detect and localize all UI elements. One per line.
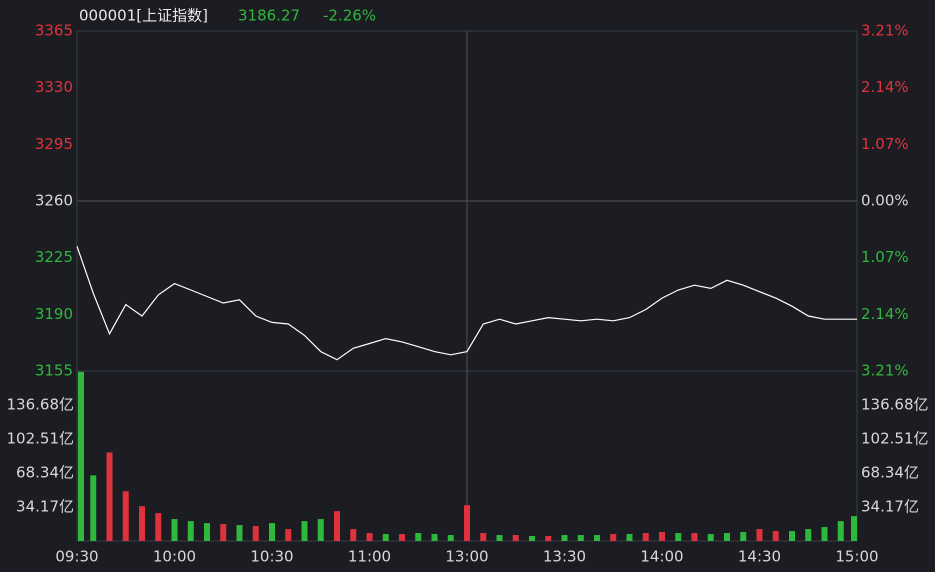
volume-bar xyxy=(691,533,698,541)
volume-bar xyxy=(675,533,682,541)
volume-bar xyxy=(447,535,454,541)
volume-bar xyxy=(851,516,857,541)
y2-tick-label: 136.68亿 xyxy=(861,396,929,414)
y2-tick-label: 3.21% xyxy=(861,362,909,380)
volume-bar xyxy=(382,534,389,541)
y-tick-label: 3190 xyxy=(35,305,73,323)
volume-bar xyxy=(350,529,357,541)
last-price: 3186.27 xyxy=(238,7,300,25)
volume-bar xyxy=(464,505,470,541)
x-tick-label: 14:30 xyxy=(738,548,781,566)
y-tick-label: 3225 xyxy=(35,248,73,266)
volume-bar xyxy=(187,521,194,541)
volume-bar xyxy=(659,532,665,541)
volume-bar xyxy=(139,506,145,541)
volume-bar xyxy=(415,533,422,541)
y-tick-label: 3155 xyxy=(35,362,73,380)
x-tick-label: 14:00 xyxy=(640,548,683,566)
volume-bar xyxy=(78,371,84,541)
y-tick-label: 136.68亿 xyxy=(7,396,75,414)
y2-tick-label: 102.51亿 xyxy=(861,430,929,448)
y-tick-label: 68.34亿 xyxy=(16,464,74,482)
volume-bar xyxy=(512,535,519,541)
y2-tick-label: 2.14% xyxy=(861,305,909,323)
volume-bar xyxy=(252,526,259,541)
volume-bar xyxy=(561,535,568,541)
volume-bar xyxy=(724,533,730,541)
volume-bar xyxy=(90,475,97,541)
volume-bar xyxy=(837,521,844,541)
x-tick-label: 09:30 xyxy=(55,548,98,566)
volume-bar xyxy=(529,536,535,541)
change-percent: -2.26% xyxy=(323,7,376,25)
x-tick-label: 13:00 xyxy=(445,548,488,566)
volume-bar xyxy=(220,524,227,541)
volume-bar xyxy=(285,529,292,541)
y-tick-label: 3295 xyxy=(35,135,73,153)
volume-bar xyxy=(545,536,552,541)
volume-bar xyxy=(480,533,487,541)
title: 000001[上证指数] xyxy=(79,7,208,25)
x-tick-label: 10:00 xyxy=(153,548,196,566)
x-tick-label: 13:30 xyxy=(543,548,586,566)
y2-tick-label: 1.07% xyxy=(861,248,909,266)
y-tick-label: 3330 xyxy=(35,78,73,96)
x-tick-label: 10:30 xyxy=(250,548,293,566)
price-line xyxy=(76,246,857,361)
y2-tick-label: 1.07% xyxy=(861,135,909,153)
y-tick-label: 34.17亿 xyxy=(16,498,74,516)
y-tick-label: 3365 xyxy=(35,22,73,40)
volume-bar xyxy=(106,452,113,541)
volume-bar xyxy=(805,529,812,541)
y-tick-label: 3260 xyxy=(35,192,73,210)
y2-tick-label: 2.14% xyxy=(861,78,909,96)
volume-bar xyxy=(821,527,828,541)
volume-bar xyxy=(236,525,243,541)
y2-tick-label: 68.34亿 xyxy=(861,464,919,482)
volume-bar xyxy=(740,532,747,541)
volume-bar xyxy=(122,491,129,541)
volume-bar xyxy=(577,535,584,541)
volume-bar xyxy=(626,534,633,541)
y2-tick-label: 3.21% xyxy=(861,22,909,40)
volume-bar xyxy=(155,513,162,541)
volume-bar xyxy=(204,523,210,541)
volume-bar xyxy=(610,534,617,541)
volume-bar xyxy=(772,531,779,541)
volume-bar xyxy=(366,533,373,541)
y-tick-label: 102.51亿 xyxy=(7,430,75,448)
volume-bar xyxy=(642,533,649,541)
volume-bar xyxy=(594,535,600,541)
volume-bar xyxy=(399,534,405,541)
volume-bar xyxy=(496,535,503,541)
volume-bar xyxy=(301,521,308,541)
volume-bar xyxy=(171,519,178,541)
volume-bar xyxy=(431,534,438,541)
volume-bar xyxy=(334,511,340,541)
x-tick-label: 11:00 xyxy=(348,548,391,566)
volume-bar xyxy=(756,529,763,541)
x-tick-label: 15:00 xyxy=(835,548,878,566)
y2-tick-label: 0.00% xyxy=(861,192,909,210)
volume-bar xyxy=(317,519,324,541)
volume-bar xyxy=(707,534,714,541)
y2-tick-label: 34.17亿 xyxy=(861,498,919,516)
volume-bar xyxy=(789,531,795,541)
volume-bar xyxy=(269,523,275,541)
